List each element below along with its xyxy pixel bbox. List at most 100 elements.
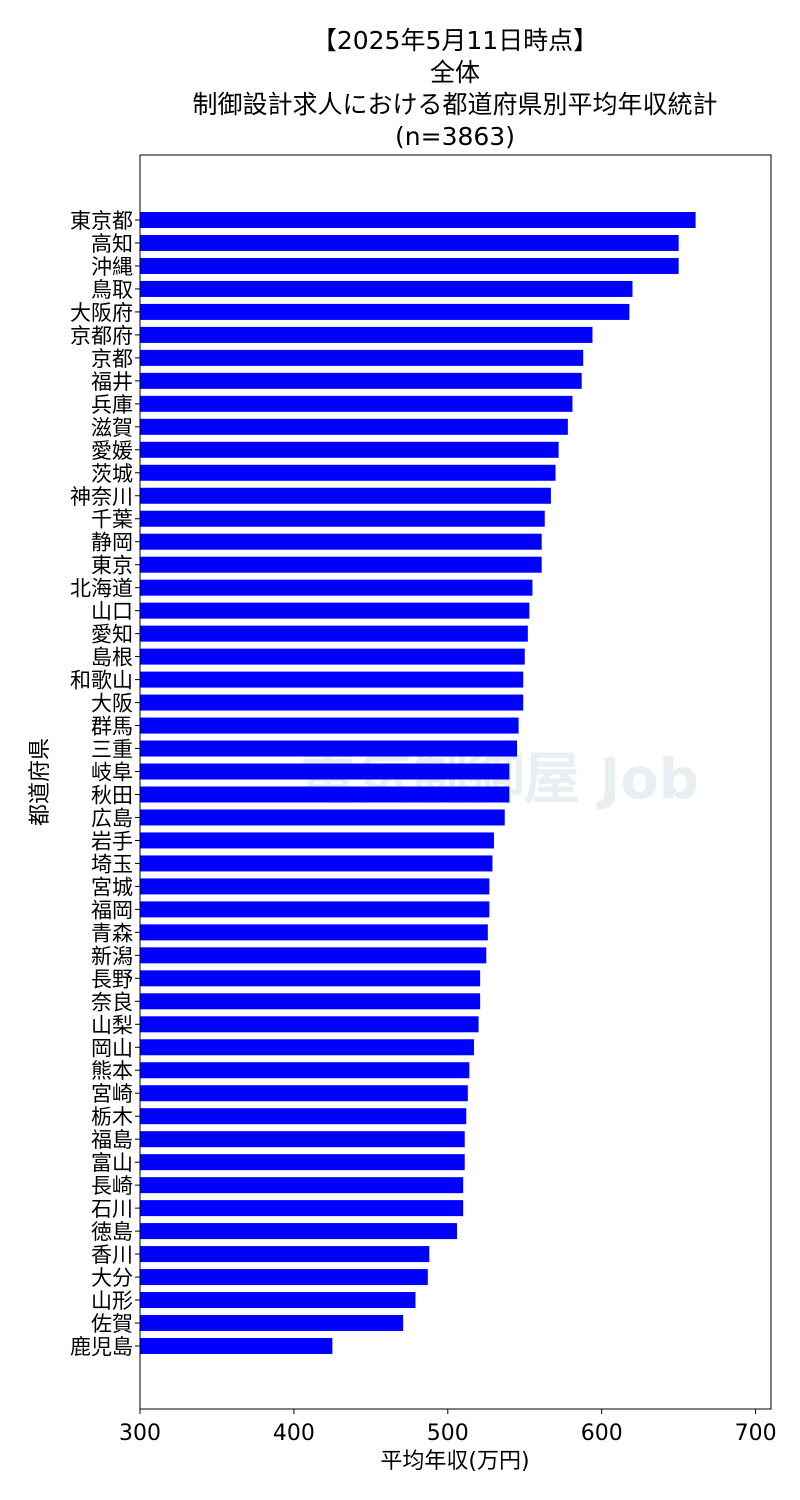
bar-福島 <box>140 1131 465 1148</box>
bar-沖縄 <box>140 257 679 274</box>
category-label-岩手: 岩手 <box>91 829 133 853</box>
category-label-香川: 香川 <box>91 1243 133 1267</box>
bar-茨城 <box>140 464 556 481</box>
category-label-京都府: 京都府 <box>70 324 133 348</box>
category-label-京都: 京都 <box>91 347 133 371</box>
bar-鳥取 <box>140 280 633 297</box>
category-label-佐賀: 佐賀 <box>91 1312 133 1336</box>
category-label-広島: 広島 <box>91 806 133 830</box>
category-label-静岡: 静岡 <box>91 531 133 555</box>
category-label-山口: 山口 <box>91 600 133 624</box>
category-label-兵庫: 兵庫 <box>91 393 133 417</box>
x-tick-label: 700 <box>735 1421 777 1446</box>
category-label-栃木: 栃木 <box>91 1105 133 1129</box>
bar-東京都 <box>140 212 696 228</box>
category-label-愛媛: 愛媛 <box>91 439 133 463</box>
bar-熊本 <box>140 1062 470 1079</box>
bar-滋賀 <box>140 418 568 435</box>
bar-静岡 <box>140 533 542 550</box>
category-label-大分: 大分 <box>91 1266 133 1290</box>
bar-山梨 <box>140 1016 479 1033</box>
category-labels: 東京都高知沖縄鳥取大阪府京都府京都福井兵庫滋賀愛媛茨城神奈川千葉静岡東京北海道山… <box>70 209 140 1359</box>
title-line-2: 全体 <box>430 58 480 87</box>
category-label-福岡: 福岡 <box>91 898 133 922</box>
category-label-三重: 三重 <box>91 738 133 762</box>
category-label-東京: 東京 <box>91 554 133 578</box>
x-tick-label: 300 <box>119 1421 161 1446</box>
category-label-徳島: 徳島 <box>91 1220 133 1244</box>
category-label-千葉: 千葉 <box>91 508 133 532</box>
category-label-茨城: 茨城 <box>91 462 133 486</box>
x-axis-ticks: 300 400 500 600 700 <box>119 1409 777 1446</box>
category-label-大阪府: 大阪府 <box>70 301 133 325</box>
category-label-埼玉: 埼玉 <box>91 852 133 876</box>
bar-秋田 <box>140 786 510 803</box>
bar-長崎 <box>140 1177 464 1194</box>
bar-岩手 <box>140 832 494 849</box>
bars-group <box>140 212 696 1354</box>
bar-栃木 <box>140 1108 467 1125</box>
category-label-高知: 高知 <box>91 232 133 256</box>
bar-石川 <box>140 1200 464 1217</box>
bar-香川 <box>140 1246 430 1263</box>
bar-京都 <box>140 349 584 366</box>
title-line-3: 制御設計求人における都道府県別平均年収統計 <box>192 90 717 119</box>
category-label-岐阜: 岐阜 <box>91 761 133 785</box>
category-label-宮崎: 宮崎 <box>91 1082 133 1106</box>
category-label-山梨: 山梨 <box>91 1013 133 1037</box>
bar-奈良 <box>140 993 481 1010</box>
category-label-島根: 島根 <box>91 646 133 670</box>
bar-山口 <box>140 602 530 619</box>
bar-山形 <box>140 1292 416 1309</box>
x-tick-label: 600 <box>581 1421 623 1446</box>
category-label-山形: 山形 <box>91 1289 133 1313</box>
category-label-愛知: 愛知 <box>91 623 133 647</box>
category-label-長崎: 長崎 <box>91 1174 133 1198</box>
category-label-福井: 福井 <box>91 370 133 394</box>
bar-愛媛 <box>140 441 559 458</box>
bar-神奈川 <box>140 487 551 504</box>
bar-京都府 <box>140 326 593 343</box>
x-axis-label: 平均年収(万円) <box>380 1449 529 1474</box>
category-label-富山: 富山 <box>91 1151 133 1175</box>
category-label-鹿児島: 鹿児島 <box>70 1335 133 1359</box>
category-label-福島: 福島 <box>91 1128 133 1152</box>
plot-frame <box>139 154 772 1410</box>
category-label-大阪: 大阪 <box>91 692 133 716</box>
bar-愛知 <box>140 625 528 642</box>
bar-岐阜 <box>140 763 510 780</box>
bar-島根 <box>140 648 525 665</box>
x-tick-label: 400 <box>273 1421 315 1446</box>
category-label-青森: 青森 <box>91 921 133 945</box>
category-label-和歌山: 和歌山 <box>70 669 133 693</box>
bar-富山 <box>140 1154 465 1171</box>
bar-高知 <box>140 234 679 251</box>
category-label-東京都: 東京都 <box>70 209 133 233</box>
category-label-群馬: 群馬 <box>91 715 133 739</box>
y-axis-label: 都道府県 <box>28 738 53 826</box>
bar-青森 <box>140 924 488 941</box>
category-label-北海道: 北海道 <box>70 577 133 601</box>
category-label-沖縄: 沖縄 <box>91 255 133 279</box>
bar-大阪府 <box>140 303 630 320</box>
bar-福岡 <box>140 901 490 918</box>
bar-新潟 <box>140 947 487 964</box>
title-line-1: 【2025年5月11日時点】 <box>312 26 598 55</box>
bar-大分 <box>140 1269 428 1286</box>
bar-岡山 <box>140 1039 474 1056</box>
category-label-奈良: 奈良 <box>91 990 133 1014</box>
category-label-滋賀: 滋賀 <box>91 416 133 440</box>
bar-鹿児島 <box>140 1338 333 1354</box>
category-label-岡山: 岡山 <box>91 1036 133 1060</box>
bar-宮城 <box>140 878 490 895</box>
category-label-長野: 長野 <box>91 967 133 991</box>
category-label-新潟: 新潟 <box>91 944 133 968</box>
x-tick-label: 500 <box>427 1421 469 1446</box>
bar-北海道 <box>140 579 533 596</box>
bar-三重 <box>140 740 518 757</box>
bar-千葉 <box>140 510 545 527</box>
bar-東京 <box>140 556 542 573</box>
bar-群馬 <box>140 717 519 734</box>
category-label-宮城: 宮城 <box>91 875 133 899</box>
bar-大阪 <box>140 694 524 711</box>
